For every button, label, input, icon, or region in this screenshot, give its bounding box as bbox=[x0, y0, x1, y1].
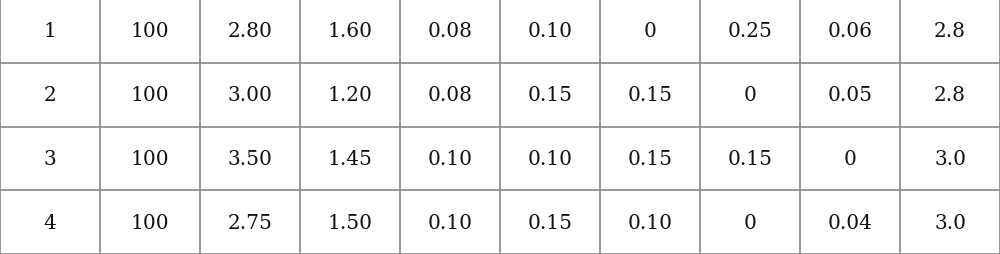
Text: 0: 0 bbox=[644, 22, 656, 41]
Text: 0.10: 0.10 bbox=[528, 22, 572, 41]
Text: 0.10: 0.10 bbox=[428, 149, 473, 168]
Text: 0.04: 0.04 bbox=[828, 213, 872, 232]
Text: 3.00: 3.00 bbox=[228, 86, 272, 105]
Text: 0.15: 0.15 bbox=[528, 213, 572, 232]
Text: 3: 3 bbox=[44, 149, 56, 168]
Text: 0.10: 0.10 bbox=[528, 149, 572, 168]
Text: 0.15: 0.15 bbox=[628, 86, 672, 105]
Text: 2.8: 2.8 bbox=[934, 22, 966, 41]
Text: 0.08: 0.08 bbox=[428, 86, 473, 105]
Text: 0.25: 0.25 bbox=[728, 22, 772, 41]
Text: 1.20: 1.20 bbox=[328, 86, 372, 105]
Text: 0.06: 0.06 bbox=[828, 22, 872, 41]
Text: 0.10: 0.10 bbox=[428, 213, 473, 232]
Text: 3.0: 3.0 bbox=[934, 149, 966, 168]
Text: 100: 100 bbox=[131, 86, 169, 105]
Text: 0.10: 0.10 bbox=[628, 213, 672, 232]
Text: 100: 100 bbox=[131, 22, 169, 41]
Text: 100: 100 bbox=[131, 149, 169, 168]
Text: 3.0: 3.0 bbox=[934, 213, 966, 232]
Text: 1.60: 1.60 bbox=[328, 22, 372, 41]
Text: 3.50: 3.50 bbox=[228, 149, 272, 168]
Text: 0.15: 0.15 bbox=[528, 86, 572, 105]
Text: 1.50: 1.50 bbox=[328, 213, 372, 232]
Text: 0: 0 bbox=[744, 213, 756, 232]
Text: 0.15: 0.15 bbox=[728, 149, 772, 168]
Text: 0.05: 0.05 bbox=[828, 86, 872, 105]
Text: 2.8: 2.8 bbox=[934, 86, 966, 105]
Text: 1: 1 bbox=[44, 22, 56, 41]
Text: 2: 2 bbox=[44, 86, 56, 105]
Text: 0.15: 0.15 bbox=[628, 149, 672, 168]
Text: 0.08: 0.08 bbox=[428, 22, 473, 41]
Text: 0: 0 bbox=[744, 86, 756, 105]
Text: 2.80: 2.80 bbox=[228, 22, 272, 41]
Text: 0: 0 bbox=[844, 149, 856, 168]
Text: 2.75: 2.75 bbox=[228, 213, 272, 232]
Text: 100: 100 bbox=[131, 213, 169, 232]
Text: 4: 4 bbox=[44, 213, 56, 232]
Text: 1.45: 1.45 bbox=[328, 149, 372, 168]
